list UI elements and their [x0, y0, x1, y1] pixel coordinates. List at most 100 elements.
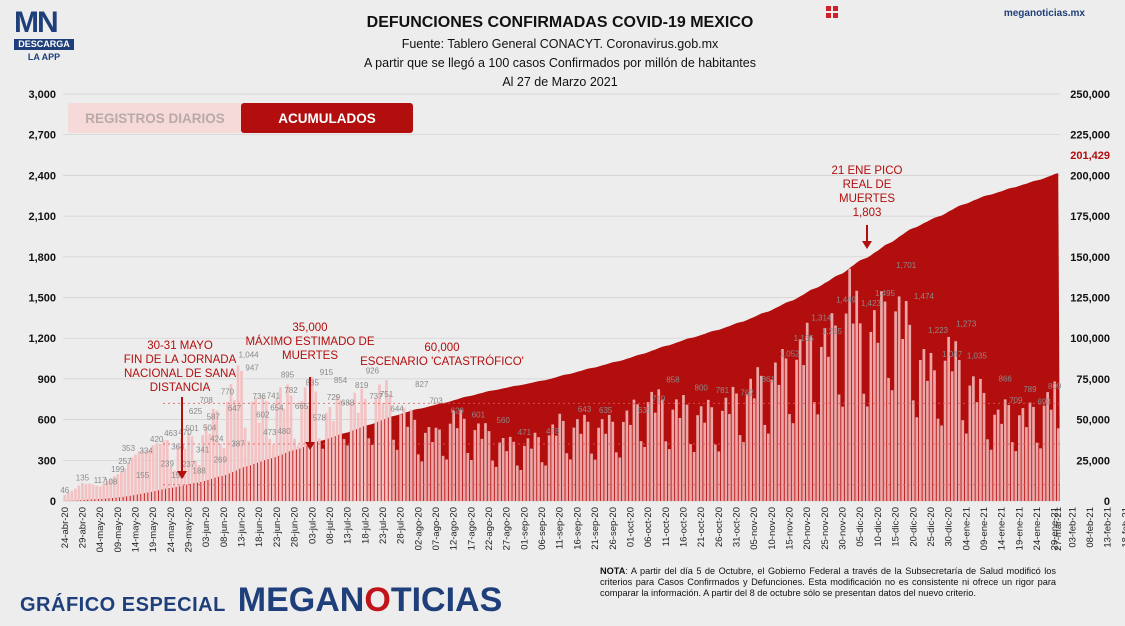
- daily-bar: [1032, 406, 1035, 501]
- x-tick: 13-jul-20: [343, 507, 354, 544]
- grid-icon[interactable]: [826, 6, 840, 20]
- daily-bar: [622, 421, 625, 501]
- x-tick: 19-may-20: [148, 507, 159, 552]
- daily-bar: [190, 436, 194, 501]
- data-label: 108: [104, 477, 118, 486]
- data-label: 1,215: [822, 327, 843, 336]
- daily-bar: [314, 391, 318, 501]
- daily-bar: [611, 421, 615, 501]
- daily-bar: [349, 403, 353, 501]
- data-label: 858: [666, 376, 680, 385]
- x-tick: 04-ene-21: [961, 507, 972, 550]
- data-label: 1,495: [875, 289, 896, 298]
- data-label: 155: [136, 471, 150, 480]
- daily-bar: [254, 397, 258, 501]
- daily-bar: [218, 443, 222, 501]
- daily-bar: [781, 349, 784, 501]
- tab-registros-diarios[interactable]: [68, 103, 242, 133]
- data-label: 782: [284, 386, 298, 395]
- annotation-sana-distancia: FIN DE LA JORNADA: [124, 354, 237, 366]
- daily-bar: [317, 438, 321, 501]
- daily-bar: [63, 494, 67, 501]
- daily-bar: [735, 393, 738, 501]
- data-label: 629: [451, 407, 465, 416]
- data-label: 1,273: [956, 319, 977, 328]
- data-label: 1,044: [239, 350, 260, 359]
- x-tick: 24-abr-20: [60, 507, 71, 548]
- daily-bar: [123, 468, 127, 501]
- data-label: 46: [60, 486, 69, 495]
- daily-bar: [703, 422, 707, 501]
- y-tick-right: 200,000: [1070, 170, 1110, 182]
- daily-bar: [625, 410, 629, 501]
- data-label: 895: [281, 371, 295, 380]
- daily-bar: [537, 437, 540, 501]
- daily-bar: [434, 427, 438, 501]
- data-label: 789: [1023, 385, 1037, 394]
- data-label: 729: [327, 393, 341, 402]
- x-tick: 22-ago-20: [484, 507, 495, 550]
- x-tick: 17-ago-20: [466, 507, 477, 550]
- x-tick: 16-oct-20: [679, 507, 690, 547]
- daily-bar: [752, 398, 756, 501]
- daily-bar: [629, 424, 632, 501]
- source-text: Fuente: Tablero General CONACYT. Coronav…: [401, 37, 719, 51]
- data-label: 736: [253, 392, 267, 401]
- daily-bar: [420, 461, 424, 501]
- daily-bar: [480, 438, 484, 501]
- x-tick: 24-may-20: [166, 507, 177, 552]
- tab-acumulados[interactable]: [241, 103, 413, 133]
- daily-bar: [901, 339, 905, 501]
- daily-bar: [696, 415, 699, 501]
- daily-bar: [880, 291, 883, 501]
- daily-bar: [961, 420, 965, 501]
- data-label: 117: [94, 476, 107, 485]
- daily-bar: [766, 433, 770, 501]
- data-label: 1,035: [967, 352, 988, 361]
- y-tick-left: 300: [38, 455, 56, 467]
- data-label: 703: [429, 397, 443, 406]
- daily-bar: [791, 423, 795, 501]
- daily-bar: [848, 268, 851, 501]
- arrow-max-estimado-head: [305, 442, 315, 450]
- daily-bar: [165, 440, 169, 501]
- footer-brand: GRÁFICO ESPECIAL MEGANOTICIAS: [20, 581, 502, 620]
- x-tick: 09-may-20: [113, 507, 124, 552]
- daily-bar: [547, 435, 551, 501]
- daily-bar: [943, 360, 947, 501]
- daily-bar: [257, 422, 261, 501]
- meganoticias-logo[interactable]: MN DESCARGA LA APP: [14, 8, 74, 62]
- daily-bar: [1007, 405, 1011, 501]
- daily-bar: [742, 442, 745, 501]
- daily-bar: [356, 412, 360, 501]
- x-tick: 06-sep-20: [537, 507, 548, 550]
- daily-bar: [1028, 402, 1032, 501]
- annotation-catastrofico: 60,000: [424, 342, 459, 354]
- daily-bar: [523, 445, 526, 501]
- data-label: 1,047: [942, 350, 963, 359]
- daily-bar: [745, 394, 749, 501]
- daily-bar: [795, 359, 798, 501]
- daily-bar: [494, 466, 498, 501]
- daily-bar: [98, 486, 102, 501]
- data-label: 334: [139, 447, 153, 456]
- site-label[interactable]: meganoticias.mx: [1003, 8, 1085, 19]
- logo-descarga: DESCARGA: [14, 39, 74, 50]
- daily-bar: [844, 313, 848, 501]
- y-tick-right: 50,000: [1076, 415, 1110, 427]
- data-label: 269: [214, 456, 228, 465]
- daily-bar: [675, 399, 678, 501]
- daily-bar: [286, 384, 289, 501]
- y-tick-right: 175,000: [1070, 211, 1110, 223]
- daily-bar: [759, 375, 763, 501]
- daily-bar: [431, 442, 434, 501]
- daily-bar: [335, 395, 339, 501]
- y-tick-left: 600: [38, 415, 56, 427]
- daily-bar: [501, 438, 505, 501]
- data-label: 1,165: [794, 334, 815, 343]
- y-tick-right: 25,000: [1076, 455, 1110, 467]
- daily-bar: [600, 419, 604, 501]
- annotation-pico: REAL DE: [843, 179, 892, 191]
- x-tick: 13-feb-21: [1103, 507, 1114, 548]
- daily-bar: [1056, 428, 1060, 501]
